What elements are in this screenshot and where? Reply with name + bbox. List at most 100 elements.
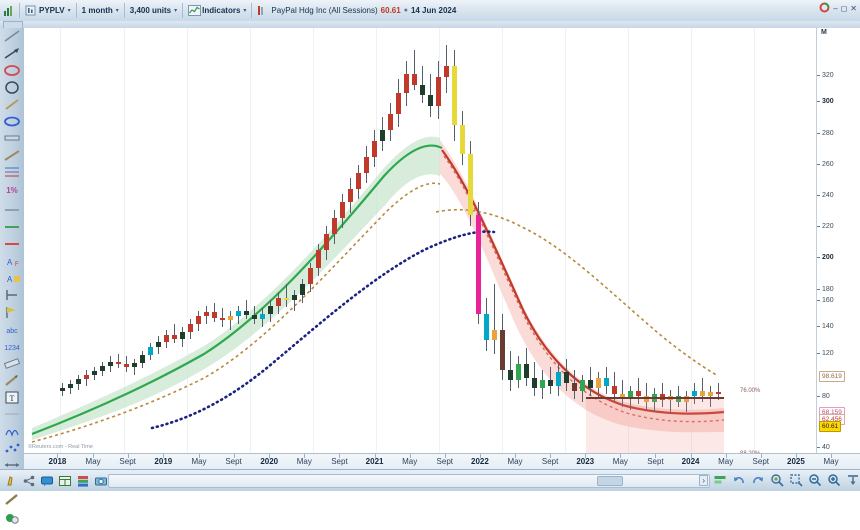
channel-tool[interactable] <box>1 130 23 147</box>
date-tick <box>655 454 657 458</box>
ellipse-tool[interactable] <box>1 79 23 96</box>
chevron-down-icon[interactable]: ▾ <box>174 8 178 14</box>
refresh-icon[interactable] <box>819 2 830 15</box>
candle-body <box>84 375 89 380</box>
text-tool[interactable]: T <box>1 389 23 406</box>
ray-tool[interactable] <box>1 147 23 164</box>
trendline-tool[interactable] <box>1 28 23 45</box>
candle-body <box>564 372 569 384</box>
candle-body <box>124 364 129 368</box>
chart-type-group[interactable] <box>0 1 17 20</box>
scrollbar-thumb[interactable] <box>597 476 623 486</box>
brush-tool[interactable] <box>1 491 23 508</box>
bar-chart-icon[interactable] <box>3 5 14 16</box>
candle-body <box>284 297 289 301</box>
restore-button[interactable]: ◻ <box>840 4 848 13</box>
toolbar-divider <box>123 3 125 18</box>
ruler-tool[interactable] <box>1 355 23 372</box>
candle-body <box>676 396 681 402</box>
chevron-down-icon[interactable]: ▾ <box>67 8 71 14</box>
indicators-selector[interactable]: Indicators ▾ <box>185 1 249 20</box>
divider-tool[interactable] <box>1 406 23 423</box>
close-button[interactable]: ✕ <box>850 4 857 13</box>
share-icon[interactable] <box>22 474 36 488</box>
ellipse-blue-tool[interactable] <box>1 113 23 130</box>
svg-text:1%: 1% <box>6 186 18 195</box>
candle-wick <box>222 308 223 328</box>
candle-body <box>492 329 497 341</box>
zoom-out-icon[interactable] <box>808 473 822 487</box>
gridline <box>250 28 251 453</box>
chart-tab[interactable] <box>3 21 23 29</box>
legend-swatch-icon <box>257 5 268 16</box>
candle-wick <box>254 305 255 325</box>
zoom-in-icon[interactable] <box>827 473 841 487</box>
symbol-selector[interactable]: PYPLV ▾ <box>22 1 74 20</box>
date-tick <box>339 454 341 458</box>
hand-icon[interactable] <box>4 474 18 488</box>
bracket-tool[interactable] <box>1 287 23 304</box>
undo-icon[interactable] <box>732 473 746 487</box>
units-selector[interactable]: 3,400 units ▾ <box>127 1 180 20</box>
candle-body <box>276 297 281 306</box>
brown-level-label: 98.619 <box>819 371 845 382</box>
candle-body <box>180 332 185 340</box>
crosshair-icon[interactable] <box>770 473 784 487</box>
fibonacci-tool[interactable] <box>1 164 23 181</box>
green-line-tool[interactable] <box>1 219 23 236</box>
band-dotted-lower <box>31 182 441 443</box>
date-axis-year-label: 2025 <box>787 457 805 466</box>
layout-icon[interactable] <box>58 474 72 488</box>
chevron-down-icon[interactable]: ▾ <box>115 8 119 14</box>
date-tick <box>199 454 200 458</box>
gann-tool[interactable]: 1234 <box>1 338 23 355</box>
data-icon[interactable] <box>76 474 90 488</box>
candle-body <box>404 73 409 93</box>
red-line-tool[interactable] <box>1 236 23 253</box>
wave-tool[interactable]: abc <box>1 321 23 338</box>
instrument-name-label: PayPal Hdg Inc (All Sessions) <box>271 6 378 15</box>
horizontal-line-tool[interactable] <box>1 202 23 219</box>
scroll-right-button[interactable]: › <box>699 474 708 486</box>
dots-tool[interactable] <box>1 440 23 457</box>
window-controls: – ◻ ✕ <box>819 2 857 15</box>
date-tick <box>620 454 622 458</box>
pencil-tool[interactable] <box>1 372 23 389</box>
price-axis-unit: M <box>821 29 827 36</box>
instrument-legend[interactable]: PayPal Hdg Inc (All Sessions) 60.61 ● 14… <box>254 1 459 20</box>
minimize-button[interactable]: – <box>833 4 838 13</box>
reset-icon[interactable] <box>713 473 727 487</box>
candle-body <box>636 391 641 397</box>
redo-icon[interactable] <box>751 473 765 487</box>
date-axis-month-label: May <box>507 457 523 466</box>
candle-body <box>348 188 353 202</box>
zoom-region-icon[interactable] <box>789 473 803 487</box>
ellipse-red-tool[interactable] <box>1 62 23 79</box>
chevron-down-icon[interactable]: ▾ <box>243 8 247 14</box>
date-axis-year-label: 2019 <box>154 457 173 466</box>
candle-body <box>532 377 537 389</box>
percent-tool[interactable]: 1% <box>1 181 23 198</box>
svg-text:T: T <box>10 394 15 403</box>
chart-plot-area[interactable]: 76.00% 88.20% <box>24 28 817 461</box>
price-axis[interactable]: M 32030028026024022020018016014012080402… <box>816 28 860 478</box>
gear-icon[interactable] <box>1 508 23 525</box>
gridline <box>565 28 566 453</box>
label-a-tool[interactable]: A F <box>1 253 23 270</box>
comment-icon[interactable] <box>40 474 54 488</box>
arrows-tool[interactable] <box>1 457 23 474</box>
label-b-tool[interactable]: A <box>1 270 23 287</box>
segment-tool[interactable] <box>1 96 23 113</box>
interval-selector[interactable]: 1 month ▾ <box>79 1 122 20</box>
candle-body <box>700 391 705 397</box>
candle-wick <box>294 289 295 312</box>
candle-body <box>316 249 321 269</box>
snapshot-icon[interactable] <box>94 474 108 488</box>
fibonacci-retracement-box[interactable] <box>586 397 724 461</box>
arrow-tool[interactable] <box>1 45 23 62</box>
flag-tool[interactable] <box>1 304 23 321</box>
candle-body <box>524 364 529 378</box>
fit-icon[interactable] <box>846 473 860 487</box>
horizontal-scrollbar[interactable] <box>108 474 710 488</box>
cycles-tool[interactable] <box>1 423 23 440</box>
